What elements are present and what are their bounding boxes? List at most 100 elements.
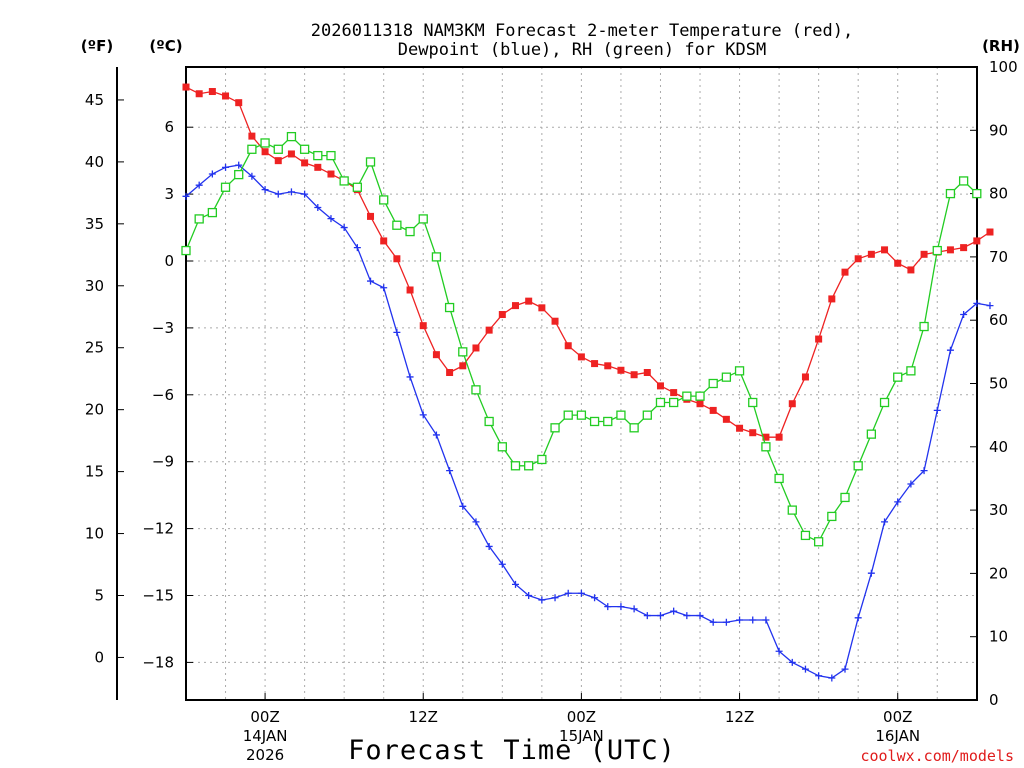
- data-point: [815, 335, 823, 343]
- data-point: [801, 373, 809, 381]
- data-point: [287, 188, 295, 196]
- data-point: [960, 311, 968, 319]
- data-point: [630, 371, 638, 379]
- data-point: [945, 188, 956, 199]
- data-point: [498, 311, 506, 319]
- data-point: [564, 342, 572, 350]
- data-point: [828, 674, 836, 682]
- celsius-tick-label: 0: [164, 252, 174, 270]
- data-point: [604, 362, 612, 370]
- data-point: [656, 382, 664, 390]
- data-point: [340, 224, 348, 232]
- fahrenheit-tick-label: 0: [94, 648, 104, 666]
- x-tick-year-label: 2026: [246, 746, 284, 764]
- data-point: [617, 603, 625, 611]
- data-point: [736, 424, 744, 432]
- data-point: [629, 423, 639, 433]
- data-point: [603, 416, 613, 427]
- x-tick-date-label: 15JAN: [559, 727, 604, 745]
- data-point: [538, 596, 546, 604]
- data-point: [854, 614, 862, 622]
- rh-tick-label: 80: [989, 185, 1008, 203]
- series-dewpoint: [182, 161, 994, 682]
- fahrenheit-tick-label: 45: [85, 91, 104, 109]
- celsius-tick-label: −9: [152, 453, 174, 471]
- data-point: [577, 589, 585, 597]
- data-point: [616, 410, 626, 420]
- celsius-tick-label: −18: [142, 653, 174, 671]
- fahrenheit-tick-label: 30: [85, 277, 104, 295]
- data-point: [670, 389, 678, 397]
- data-point: [339, 176, 349, 186]
- data-point: [894, 498, 902, 506]
- data-point: [894, 259, 902, 267]
- rh-tick-label: 30: [989, 501, 1008, 519]
- data-point: [446, 467, 454, 475]
- data-point: [235, 99, 243, 107]
- data-point: [472, 344, 480, 352]
- celsius-unit-label: (ºC): [149, 37, 182, 55]
- data-point: [682, 391, 692, 401]
- data-point: [972, 188, 982, 199]
- data-point: [709, 406, 717, 414]
- data-point: [655, 397, 666, 408]
- data-point: [564, 589, 572, 597]
- data-point: [352, 182, 362, 192]
- data-point: [762, 433, 770, 441]
- data-point: [551, 317, 559, 325]
- data-point: [327, 170, 335, 178]
- fahrenheit-unit-label: (ºF): [81, 37, 113, 55]
- data-point: [286, 131, 297, 142]
- data-point: [182, 83, 190, 91]
- data-point: [459, 362, 467, 370]
- x-tick-date-label: 16JAN: [875, 727, 920, 745]
- data-point: [182, 192, 190, 200]
- data-point: [867, 569, 875, 577]
- data-point: [642, 410, 652, 420]
- data-point: [512, 580, 519, 588]
- data-point: [722, 618, 730, 626]
- data-point: [234, 169, 244, 180]
- data-point: [841, 665, 849, 673]
- data-point: [827, 511, 837, 522]
- data-point: [194, 214, 204, 224]
- data-point: [471, 385, 481, 395]
- data-point: [591, 594, 599, 602]
- data-point: [222, 92, 230, 100]
- data-series: [181, 83, 994, 682]
- data-point: [431, 252, 442, 262]
- series-rh: [181, 131, 982, 547]
- data-point: [946, 346, 954, 354]
- data-point: [301, 190, 309, 198]
- data-point: [670, 607, 678, 615]
- x-tick-label: 12Z: [725, 708, 754, 726]
- data-point: [643, 369, 651, 376]
- data-point: [248, 172, 256, 180]
- data-point: [525, 297, 533, 305]
- celsius-tick-label: 3: [164, 185, 174, 203]
- data-point: [510, 461, 521, 471]
- celsius-tick-label: −3: [152, 319, 174, 337]
- data-point: [313, 150, 323, 161]
- data-point: [828, 295, 836, 303]
- data-point: [906, 366, 916, 376]
- data-point: [327, 215, 335, 223]
- data-point: [208, 88, 216, 96]
- data-point: [393, 328, 401, 336]
- data-point: [920, 250, 928, 258]
- data-point: [459, 502, 467, 510]
- data-point: [736, 616, 744, 624]
- rh-tick-label: 40: [989, 438, 1008, 456]
- data-point: [973, 237, 981, 245]
- x-tick-label: 00Z: [250, 708, 279, 726]
- data-point: [524, 461, 534, 471]
- data-point: [419, 322, 427, 330]
- data-point: [538, 304, 546, 312]
- data-point: [933, 406, 941, 414]
- series-line: [185, 164, 991, 679]
- data-point: [576, 410, 587, 420]
- x-tick-label: 12Z: [409, 708, 438, 726]
- data-point: [813, 537, 824, 547]
- data-point: [695, 391, 705, 401]
- data-point: [458, 347, 468, 357]
